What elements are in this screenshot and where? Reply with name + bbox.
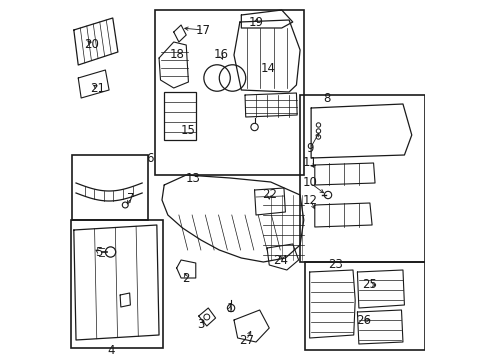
Text: 2: 2 <box>182 271 190 284</box>
Text: 5: 5 <box>95 246 102 258</box>
Text: 6: 6 <box>146 152 153 165</box>
Text: 24: 24 <box>273 253 288 266</box>
Text: 19: 19 <box>248 15 264 28</box>
Bar <box>164 92 196 140</box>
Text: 3: 3 <box>197 319 205 332</box>
Text: 16: 16 <box>213 49 228 62</box>
Text: 9: 9 <box>307 141 314 154</box>
Text: 7: 7 <box>127 192 135 204</box>
Text: 18: 18 <box>170 49 185 62</box>
Bar <box>73 155 148 220</box>
Text: 25: 25 <box>363 279 377 292</box>
Text: 23: 23 <box>328 258 343 271</box>
Text: 1: 1 <box>226 301 234 315</box>
Text: 22: 22 <box>262 189 277 202</box>
Text: 12: 12 <box>303 194 318 207</box>
Text: 21: 21 <box>90 81 105 94</box>
Bar <box>300 95 425 262</box>
Text: 20: 20 <box>84 39 99 51</box>
Bar <box>155 10 304 175</box>
Text: 17: 17 <box>196 23 211 36</box>
Text: 4: 4 <box>107 345 115 357</box>
Bar <box>71 220 163 348</box>
Text: 11: 11 <box>303 157 318 170</box>
Text: 27: 27 <box>239 333 254 346</box>
Text: 14: 14 <box>260 62 275 75</box>
Text: 8: 8 <box>323 91 331 104</box>
Text: 15: 15 <box>181 123 196 136</box>
Bar <box>304 262 425 350</box>
Text: 13: 13 <box>186 171 201 184</box>
Text: 26: 26 <box>357 314 371 327</box>
Text: 10: 10 <box>303 176 318 189</box>
